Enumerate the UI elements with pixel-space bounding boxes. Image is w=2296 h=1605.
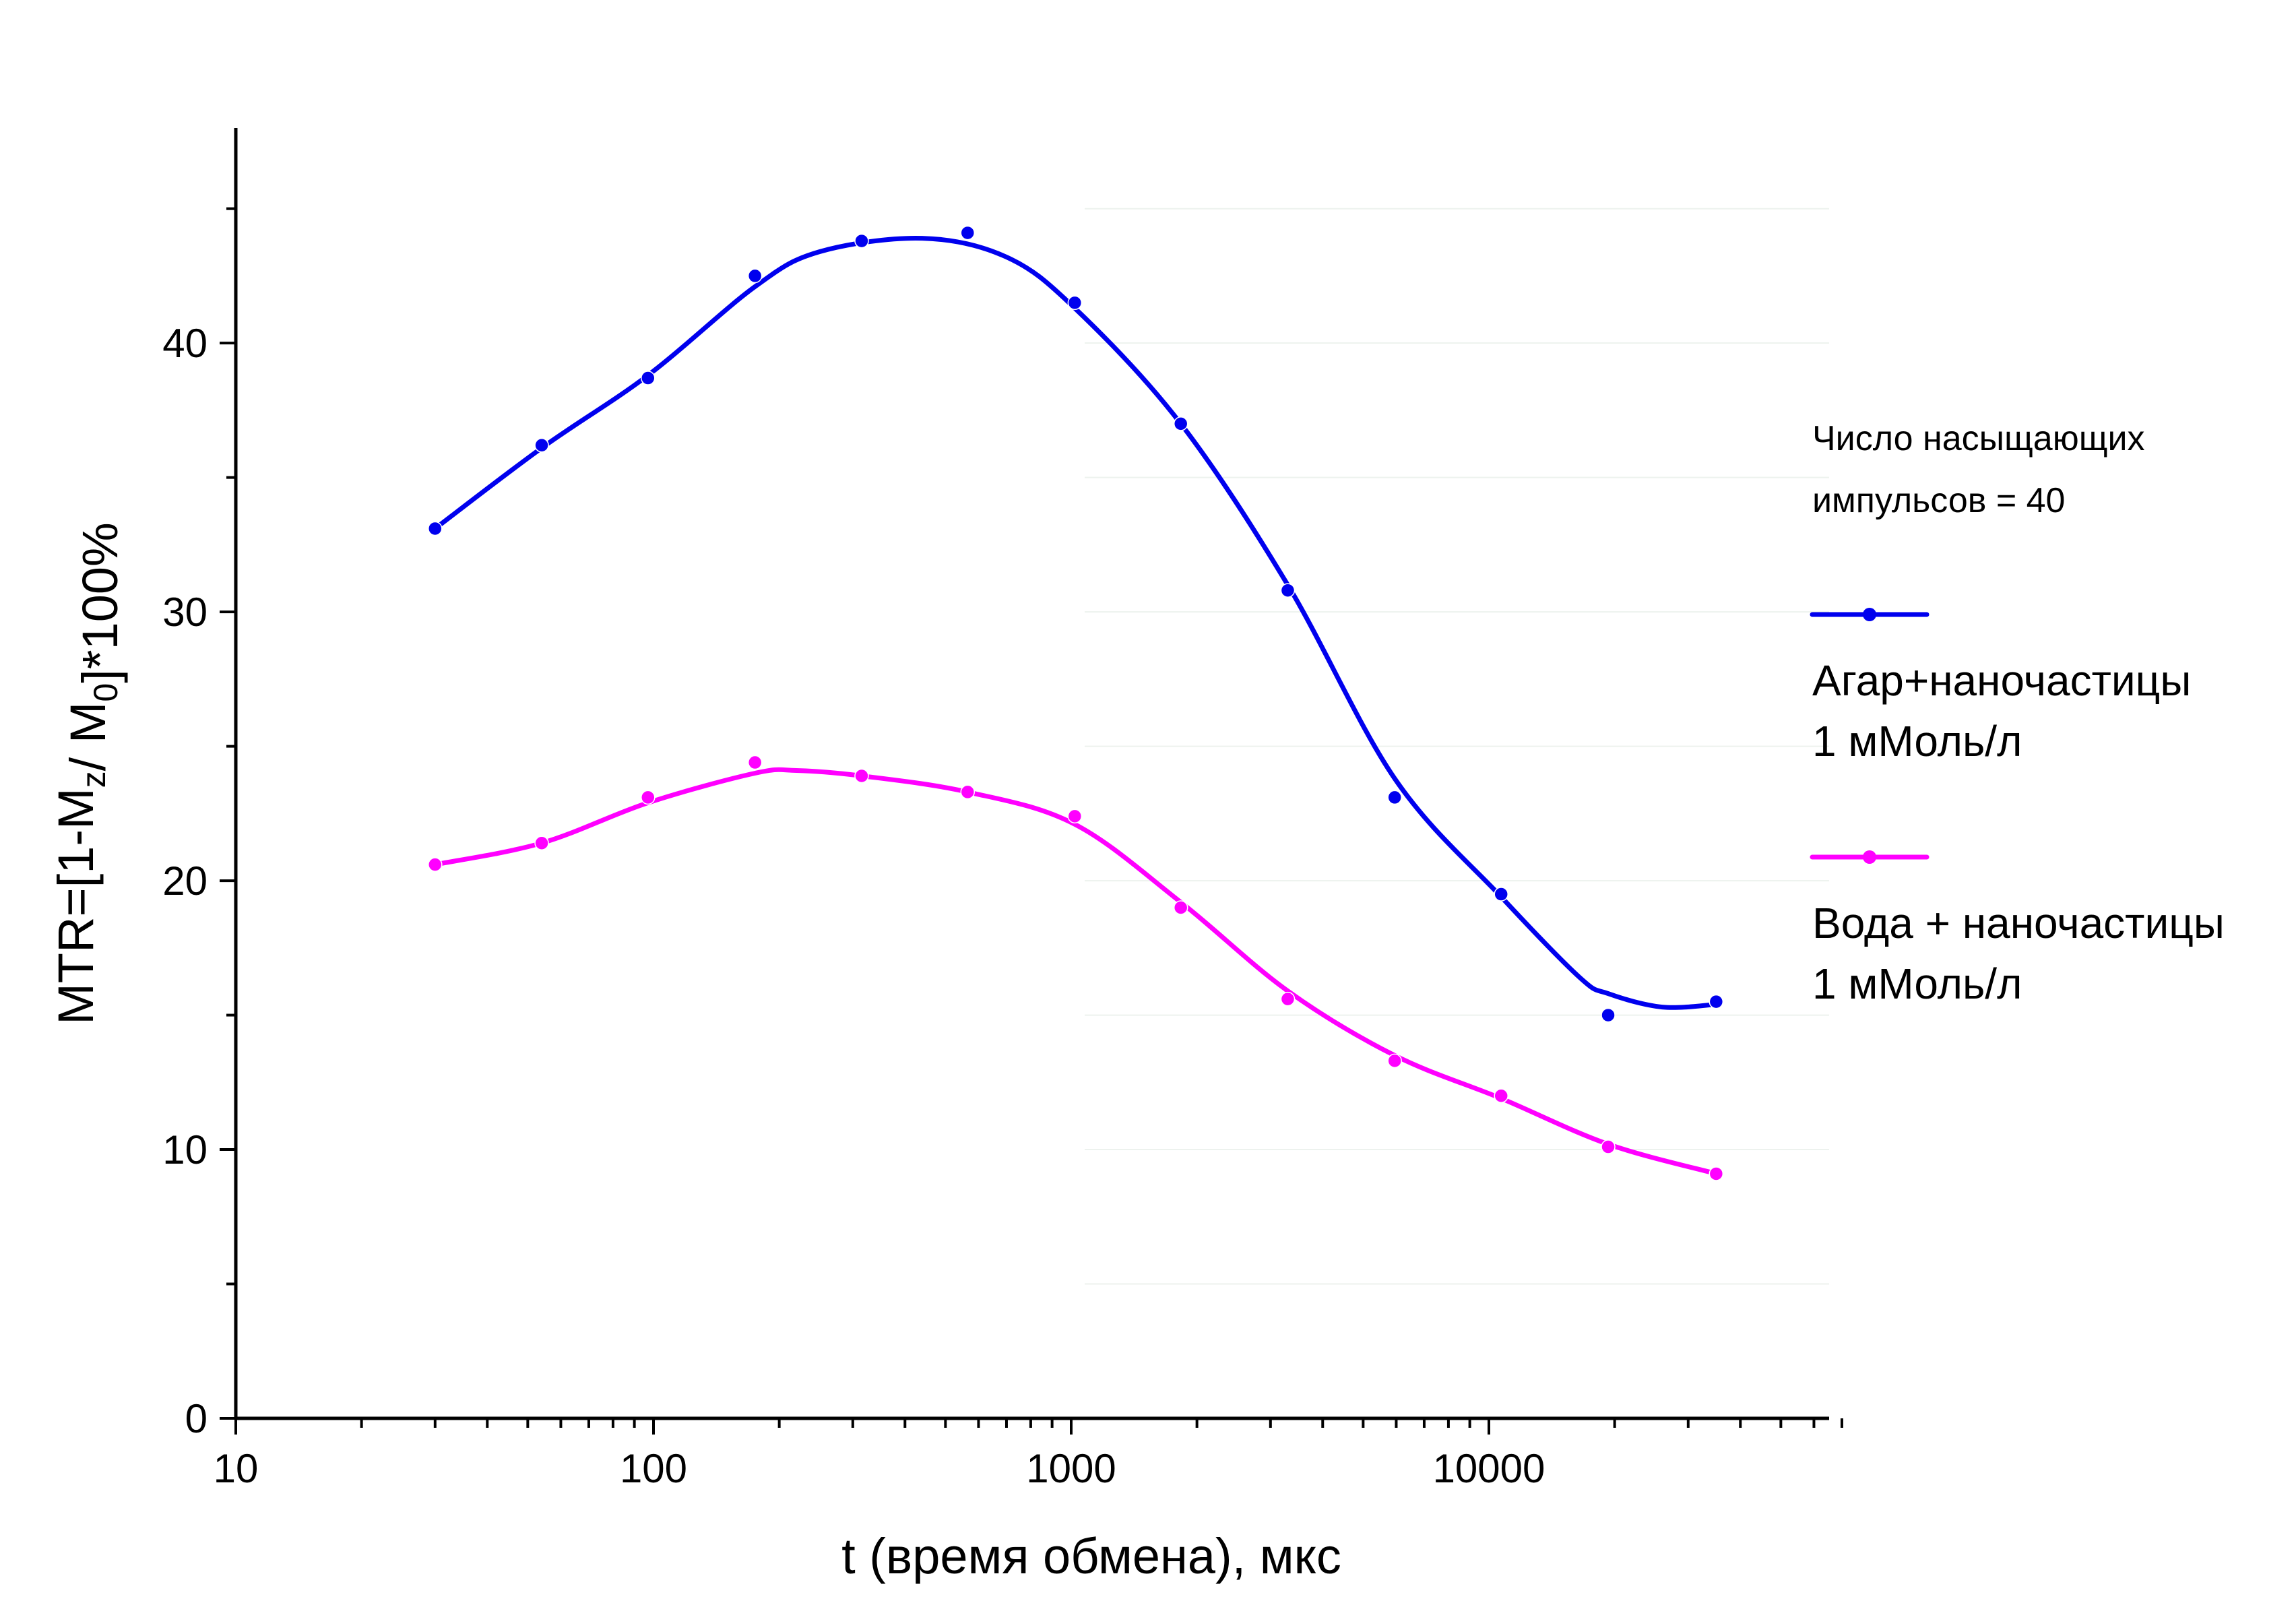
legend: Число насыщающих импульсов = 40 Агар+наноч… bbox=[1810, 419, 2225, 1008]
data-point bbox=[428, 857, 443, 872]
data-point bbox=[960, 784, 976, 800]
data-point bbox=[1601, 1007, 1616, 1023]
data-point bbox=[1173, 900, 1188, 915]
data-point bbox=[1280, 583, 1296, 598]
data-point bbox=[1494, 1088, 1508, 1103]
series-group bbox=[428, 225, 1724, 1023]
data-point bbox=[1067, 809, 1083, 824]
data-point bbox=[534, 438, 549, 453]
series-layer bbox=[428, 225, 1724, 1181]
y-tick-label: 40 bbox=[162, 321, 208, 366]
axis-titles: t (время обмена), мкс MTR=[1-Mz/ M0]*100% bbox=[48, 522, 1341, 1584]
data-point bbox=[747, 755, 763, 770]
data-point bbox=[1280, 991, 1296, 1007]
data-point bbox=[854, 233, 869, 249]
legend-label: Вода + наночастицы bbox=[1812, 899, 2225, 947]
legend-label: 1 мМоль/л bbox=[1812, 959, 2022, 1008]
legend-title-line: Число насыщающих bbox=[1812, 419, 2145, 458]
data-point bbox=[1387, 790, 1402, 805]
y-tick-label: 30 bbox=[162, 590, 208, 635]
grid-lines bbox=[1085, 208, 1829, 1285]
legend-label: 1 мМоль/л bbox=[1812, 717, 2022, 765]
data-point bbox=[428, 521, 443, 536]
data-point bbox=[534, 836, 549, 850]
y-axis-title: MTR=[1-Mz/ M0]*100% bbox=[48, 522, 128, 1025]
x-tick-label: 1000 bbox=[1026, 1446, 1116, 1491]
data-point bbox=[1601, 1139, 1616, 1154]
data-point bbox=[960, 225, 976, 241]
data-point bbox=[1387, 1053, 1402, 1069]
series-group bbox=[428, 755, 1724, 1181]
series-line bbox=[433, 235, 1719, 1010]
x-tick-label: 10 bbox=[214, 1446, 259, 1491]
data-point bbox=[641, 371, 656, 385]
data-point bbox=[1709, 994, 1724, 1009]
legend-label: Агар+наночастицы bbox=[1812, 656, 2191, 705]
series-line bbox=[433, 767, 1719, 1176]
x-axis-title: t (время обмена), мкс bbox=[841, 1528, 1341, 1584]
y-tick-label: 0 bbox=[185, 1396, 208, 1441]
data-point bbox=[854, 768, 869, 784]
data-point bbox=[1173, 416, 1188, 431]
data-point bbox=[1494, 887, 1508, 902]
data-point bbox=[747, 268, 763, 284]
legend-swatch-marker bbox=[1863, 608, 1876, 621]
x-tick-label: 10000 bbox=[1433, 1446, 1545, 1491]
y-tick-label: 20 bbox=[162, 858, 208, 904]
y-tick-label: 10 bbox=[162, 1127, 208, 1172]
data-point bbox=[1067, 295, 1083, 311]
legend-title-line: импульсов = 40 bbox=[1812, 481, 2065, 520]
data-point bbox=[1709, 1166, 1724, 1181]
data-point bbox=[641, 790, 656, 805]
legend-swatch-marker bbox=[1863, 850, 1876, 864]
x-tick-label: 100 bbox=[620, 1446, 687, 1491]
